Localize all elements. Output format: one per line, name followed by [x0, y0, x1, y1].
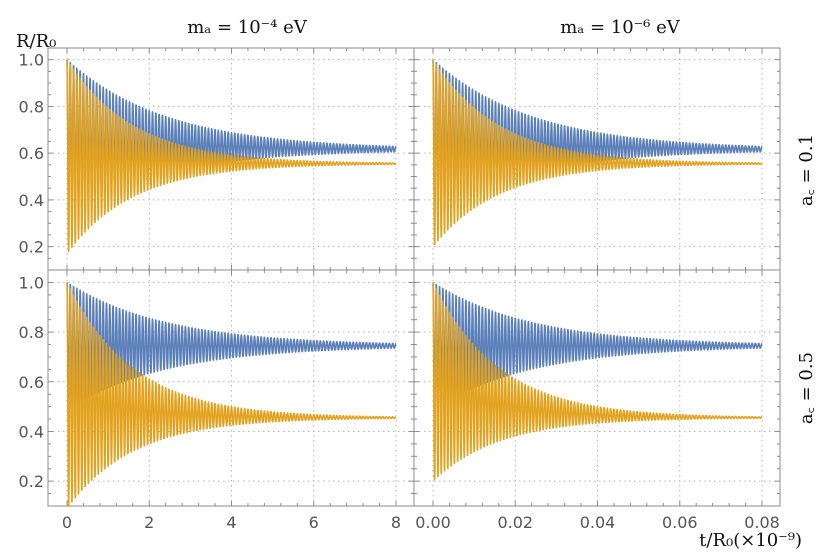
- y-tick-label: 0.6: [19, 144, 44, 163]
- x-tick-label: 0: [62, 513, 72, 532]
- series-line-orange: [66, 282, 397, 508]
- y-tick-label: 0.8: [19, 323, 44, 342]
- panel-top-left: 0.2 0.4 0.6 0.8 1.0: [19, 47, 415, 271]
- row-title-bottom: a꜀ = 0.5: [796, 352, 817, 424]
- x-axis-label: t/R₀(×10⁻⁹): [699, 530, 802, 551]
- x-tick-label: 0.06: [662, 513, 698, 532]
- series-line-orange: [432, 282, 763, 481]
- x-tick-label: 0.00: [415, 513, 451, 532]
- row-title-top: a꜀ = 0.1: [796, 134, 817, 206]
- y-tick-label: 0.4: [19, 191, 44, 210]
- x-tick-label: 2: [144, 513, 154, 532]
- y-tick-label: 1.0: [19, 273, 44, 292]
- y-tick-label: 0.6: [19, 373, 44, 392]
- y-tick-label: 0.4: [19, 422, 44, 441]
- panel-top-right: [413, 47, 781, 271]
- series-line-orange: [66, 59, 397, 253]
- y-tick-label: 0.8: [19, 97, 44, 116]
- column-title-right: mₐ = 10⁻⁶ eV: [560, 17, 681, 38]
- x-tick-label: 0.08: [744, 513, 780, 532]
- x-tick-label: 4: [226, 513, 236, 532]
- series-line-blue: [432, 282, 763, 409]
- panel-bottom-left: 0.2 0.4 0.6 0.8 1.0 0 2 4 6 8: [19, 269, 415, 532]
- series-line-blue: [66, 282, 397, 409]
- y-tick-label: 0.2: [19, 472, 44, 491]
- y-tick-label: 1.0: [19, 51, 44, 70]
- x-tick-label: 6: [309, 513, 319, 532]
- y-tick-label: 0.2: [19, 238, 44, 257]
- column-title-left: mₐ = 10⁻⁴ eV: [187, 17, 308, 38]
- panel-bottom-right: 0.00 0.02 0.04 0.06 0.08: [413, 269, 781, 532]
- series-line-orange: [432, 59, 763, 246]
- x-tick-label: 0.02: [497, 513, 533, 532]
- x-tick-label: 0.04: [580, 513, 616, 532]
- x-tick-label: 8: [391, 513, 401, 532]
- y-axis-label: R/R₀: [16, 31, 56, 52]
- chart-panels: 0.20.40.60.81.00.20.40.60.81.00 2 4 6 8 0.00 0…: [19, 47, 781, 532]
